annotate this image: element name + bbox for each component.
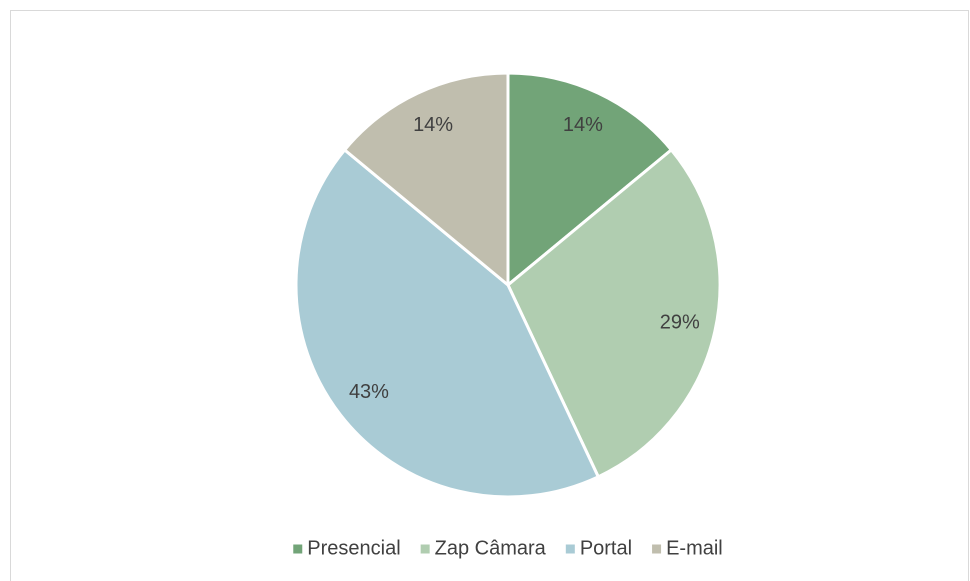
pie-slice [294, 147, 601, 499]
pie-slice [342, 71, 510, 289]
legend-swatch [293, 544, 303, 554]
data-label: 14% [563, 114, 603, 136]
legend-label: Presencial [307, 537, 400, 559]
legend-label: Zap Câmara [435, 537, 547, 559]
pie-slice [506, 71, 674, 289]
legend-label: Portal [580, 537, 632, 559]
legend-swatch [420, 544, 430, 554]
legend-label: E-mail [666, 537, 723, 559]
data-label: 14% [413, 114, 453, 136]
data-label: 43% [349, 381, 389, 403]
legend-swatch [652, 544, 662, 554]
data-label: 29% [660, 312, 700, 334]
legend-swatch [565, 544, 575, 554]
